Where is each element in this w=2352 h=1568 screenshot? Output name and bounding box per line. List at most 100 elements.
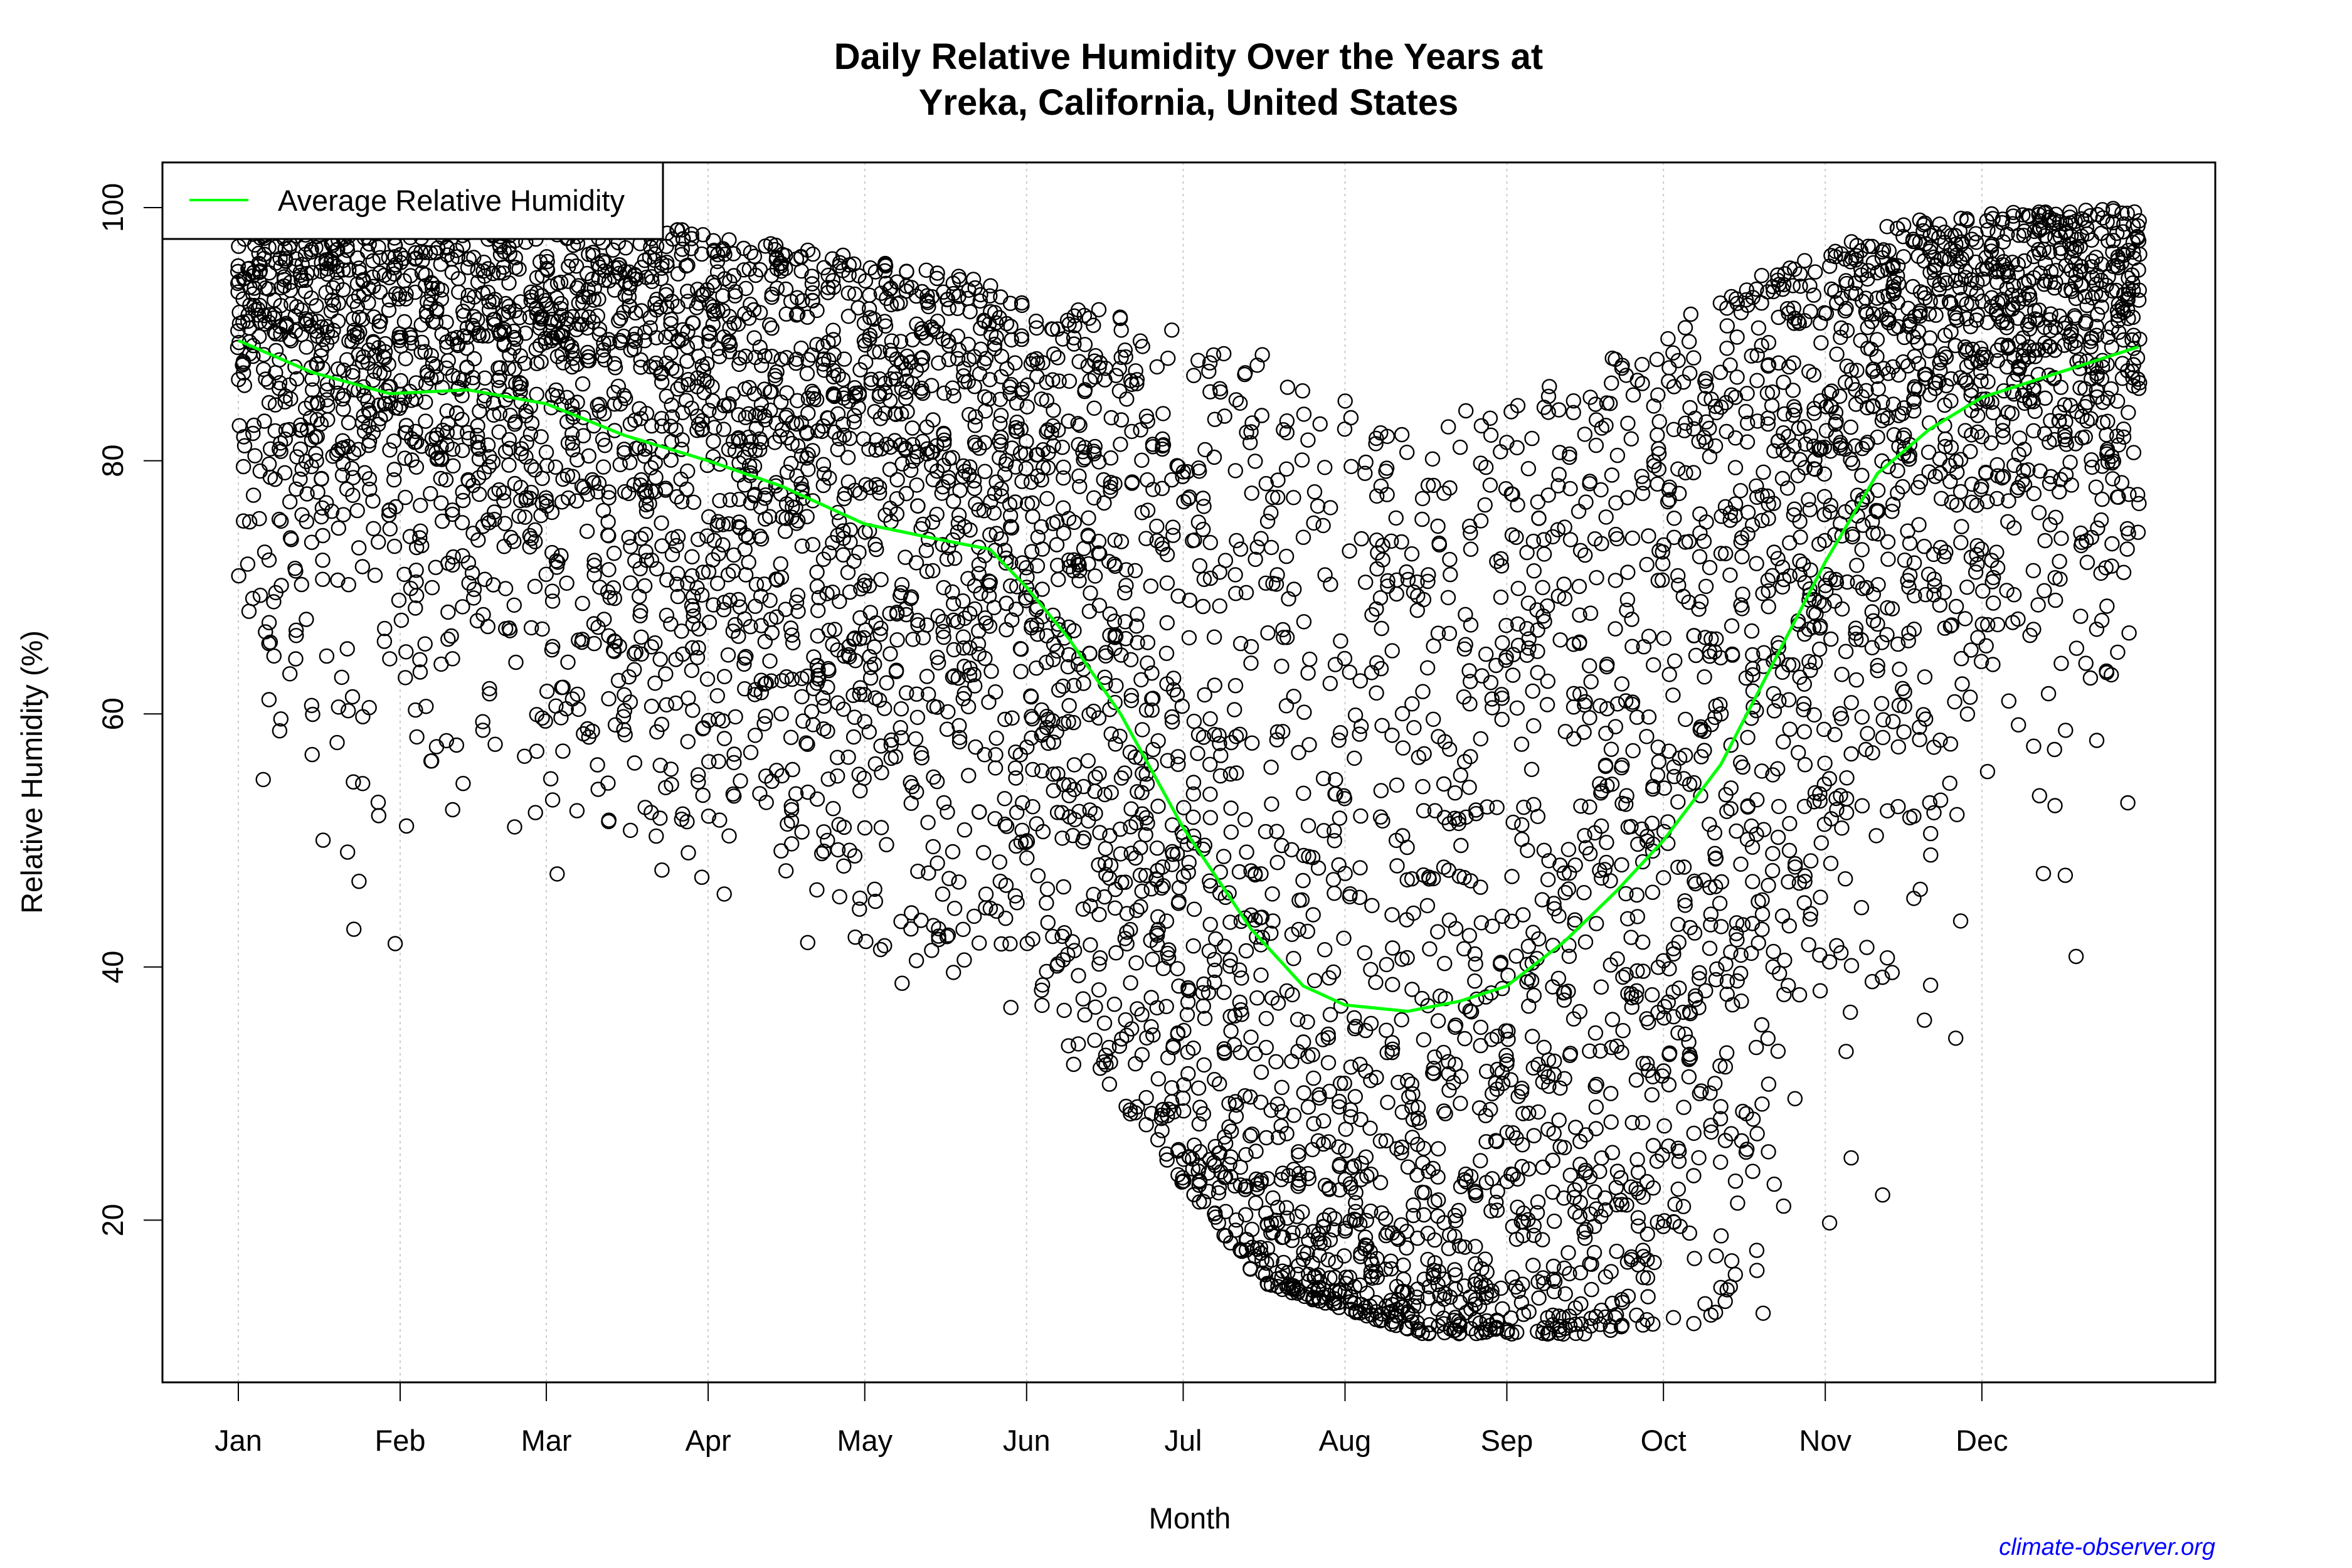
data-point: [527, 578, 543, 595]
data-point: [1300, 1049, 1316, 1064]
data-point: [1843, 746, 1859, 762]
data-point: [1112, 309, 1128, 325]
data-point: [1379, 428, 1396, 444]
data-point: [451, 284, 467, 300]
data-point: [1212, 598, 1227, 614]
data-point: [623, 822, 638, 839]
data-point: [1927, 381, 1943, 396]
data-point: [835, 371, 851, 388]
data-point: [1719, 423, 1734, 440]
data-point: [1587, 1184, 1602, 1200]
data-point: [2022, 627, 2038, 644]
data-point: [1352, 1056, 1368, 1073]
data-point: [1175, 1103, 1192, 1119]
data-point: [1686, 1316, 1702, 1332]
data-point: [747, 687, 763, 702]
data-point: [1500, 967, 1516, 983]
data-point: [936, 580, 951, 596]
data-point: [1727, 496, 1744, 512]
data-point: [1678, 415, 1693, 431]
data-point: [908, 555, 924, 571]
data-point: [2077, 289, 2093, 304]
data-point: [811, 590, 827, 606]
data-point: [1523, 761, 1540, 778]
data-point: [1337, 1075, 1352, 1091]
data-point: [575, 428, 591, 443]
data-point: [872, 371, 888, 387]
data-point: [1567, 857, 1583, 873]
data-point: [816, 466, 832, 482]
data-point: [836, 819, 852, 835]
data-point: [1400, 1159, 1416, 1175]
data-point: [1332, 810, 1348, 826]
data-point: [235, 458, 252, 475]
data-point: [1034, 472, 1049, 488]
data-point: [1670, 352, 1686, 369]
data-point: [261, 615, 277, 630]
data-point: [2020, 208, 2037, 224]
data-point: [522, 539, 538, 555]
data-point: [654, 716, 670, 733]
data-point: [1802, 502, 1818, 517]
data-point: [523, 458, 539, 474]
data-point: [1190, 514, 1207, 530]
data-point: [1170, 756, 1186, 772]
data-point: [1234, 1007, 1250, 1022]
data-point: [1732, 965, 1749, 982]
data-point: [1807, 264, 1823, 280]
data-point: [1249, 1241, 1266, 1258]
data-point: [924, 514, 941, 530]
data-point: [2116, 304, 2131, 320]
data-point: [914, 750, 930, 766]
data-point: [1056, 470, 1071, 486]
data-point: [1306, 1116, 1322, 1131]
data-point: [1087, 1032, 1103, 1048]
data-point: [1593, 818, 1609, 834]
data-point: [1088, 999, 1103, 1015]
data-point: [785, 761, 800, 778]
data-point: [1873, 696, 1890, 712]
data-point: [711, 546, 727, 562]
data-point: [1123, 652, 1139, 668]
data-point: [1399, 564, 1414, 580]
data-point: [267, 397, 283, 413]
data-point: [261, 456, 277, 472]
data-point: [1729, 973, 1745, 989]
data-point: [722, 320, 738, 336]
data-point: [245, 425, 261, 442]
data-point: [840, 564, 856, 580]
data-point: [993, 936, 1009, 952]
data-point: [1785, 383, 1801, 398]
data-point: [605, 642, 622, 659]
data-point: [1263, 505, 1279, 521]
data-point: [1577, 1326, 1592, 1342]
data-point: [435, 513, 450, 529]
data-point: [939, 292, 955, 307]
data-point: [1372, 590, 1389, 606]
data-point: [1489, 1081, 1505, 1097]
data-point: [982, 618, 998, 634]
data-point: [1295, 529, 1311, 545]
data-point: [623, 539, 638, 554]
data-point: [512, 375, 527, 391]
data-point: [936, 432, 952, 448]
data-point: [1165, 682, 1182, 698]
data-point: [2032, 265, 2048, 281]
data-point: [1171, 978, 1187, 994]
data-point: [1096, 1015, 1113, 1031]
data-point: [738, 280, 754, 297]
data-point: [827, 622, 843, 637]
data-point: [1670, 1181, 1687, 1197]
data-point: [774, 673, 790, 689]
data-point: [1588, 1201, 1604, 1217]
data-point: [1128, 955, 1144, 971]
data-point: [825, 800, 841, 817]
data-point: [1088, 770, 1103, 785]
data-point: [272, 723, 288, 739]
data-point: [1885, 714, 1901, 729]
data-point: [1973, 355, 1989, 371]
data-point: [1670, 568, 1686, 584]
data-point: [2109, 303, 2126, 319]
data-point: [1953, 650, 1969, 667]
data-point: [1525, 533, 1542, 549]
